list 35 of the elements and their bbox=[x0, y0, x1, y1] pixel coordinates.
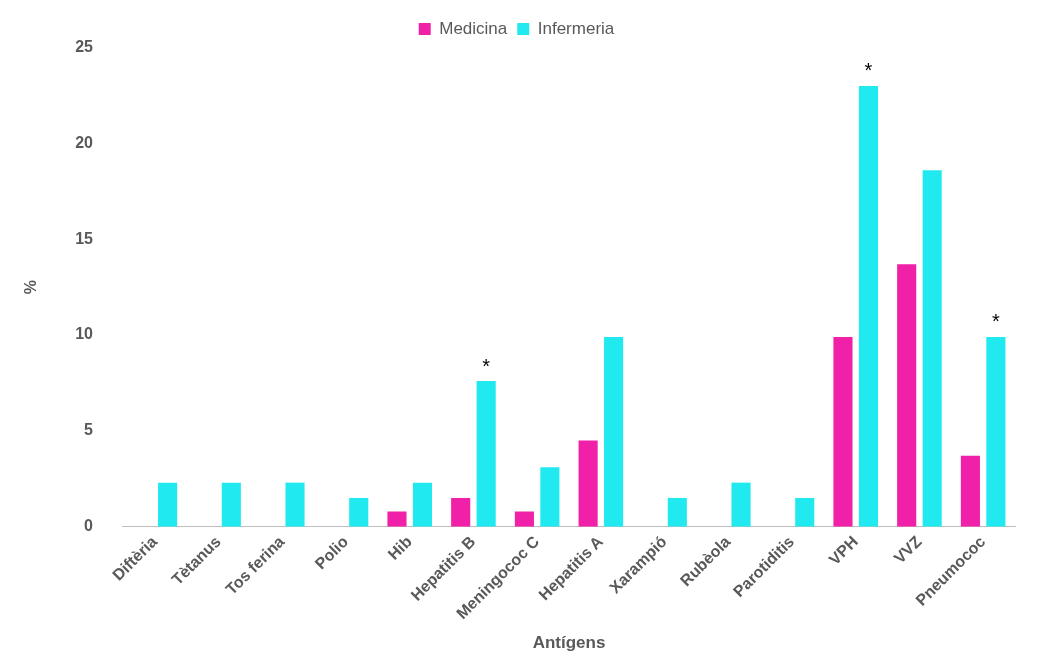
y-tick-label: 15 bbox=[75, 229, 94, 247]
bar bbox=[451, 497, 471, 527]
bar bbox=[387, 511, 407, 527]
bar bbox=[960, 455, 980, 527]
bar bbox=[795, 497, 815, 527]
bar bbox=[476, 381, 496, 527]
bar bbox=[158, 482, 178, 527]
x-axis-title: Antígens bbox=[532, 633, 606, 653]
x-tick-label: Hib bbox=[384, 532, 416, 563]
legend-label: Infermeria bbox=[537, 18, 615, 38]
bar bbox=[221, 482, 241, 527]
annotation: * bbox=[482, 354, 491, 377]
bar bbox=[540, 467, 560, 527]
y-axis-title: % bbox=[22, 280, 40, 295]
y-tick-label: 10 bbox=[75, 325, 94, 343]
bar bbox=[986, 336, 1006, 527]
y-tick-label: 0 bbox=[84, 517, 94, 535]
legend-label: Medicina bbox=[439, 18, 508, 38]
bar bbox=[922, 170, 942, 527]
bar bbox=[604, 336, 624, 527]
annotation: * bbox=[991, 310, 1000, 333]
y-tick-label: 25 bbox=[75, 38, 94, 56]
bar bbox=[833, 336, 853, 527]
bar bbox=[349, 497, 369, 527]
y-tick-label: 20 bbox=[75, 133, 94, 151]
bar bbox=[897, 264, 917, 527]
bar bbox=[514, 511, 534, 527]
bar bbox=[667, 497, 687, 527]
bar bbox=[412, 482, 433, 527]
bar bbox=[578, 440, 598, 527]
annotation: * bbox=[864, 59, 873, 82]
bar bbox=[858, 85, 879, 527]
bar bbox=[285, 482, 305, 527]
y-tick-label: 5 bbox=[84, 421, 94, 439]
bar bbox=[731, 482, 751, 527]
